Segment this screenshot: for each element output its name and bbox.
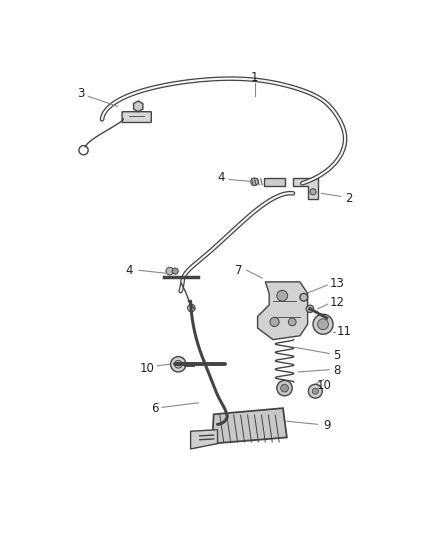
Text: 11: 11 (337, 326, 352, 338)
Circle shape (306, 305, 314, 313)
Text: 8: 8 (333, 364, 341, 377)
Circle shape (172, 268, 178, 274)
Text: 10: 10 (139, 361, 154, 375)
Text: 4: 4 (125, 264, 133, 277)
Circle shape (166, 267, 173, 275)
Text: 12: 12 (329, 296, 344, 309)
Circle shape (310, 189, 316, 195)
Text: 13: 13 (329, 277, 344, 290)
Polygon shape (293, 178, 318, 199)
Circle shape (277, 290, 288, 301)
Circle shape (313, 314, 333, 334)
Circle shape (281, 384, 288, 392)
Circle shape (308, 384, 322, 398)
Circle shape (277, 381, 292, 396)
Circle shape (270, 317, 279, 327)
Polygon shape (212, 408, 287, 443)
Circle shape (288, 318, 296, 326)
Circle shape (312, 388, 318, 394)
FancyBboxPatch shape (122, 112, 151, 123)
Circle shape (318, 319, 328, 329)
Circle shape (300, 294, 307, 301)
Text: 10: 10 (316, 379, 331, 392)
Circle shape (251, 178, 258, 185)
Text: 6: 6 (151, 402, 158, 415)
Circle shape (187, 304, 195, 312)
Text: 1: 1 (251, 71, 258, 84)
Text: 4: 4 (218, 172, 225, 184)
Circle shape (170, 357, 186, 372)
Text: 9: 9 (323, 419, 331, 432)
Polygon shape (191, 430, 218, 449)
Circle shape (174, 360, 182, 368)
FancyBboxPatch shape (264, 178, 285, 185)
Text: 7: 7 (235, 264, 243, 277)
Text: 5: 5 (333, 349, 341, 361)
Text: 2: 2 (345, 192, 352, 205)
Text: 3: 3 (77, 87, 84, 100)
Polygon shape (258, 282, 307, 340)
